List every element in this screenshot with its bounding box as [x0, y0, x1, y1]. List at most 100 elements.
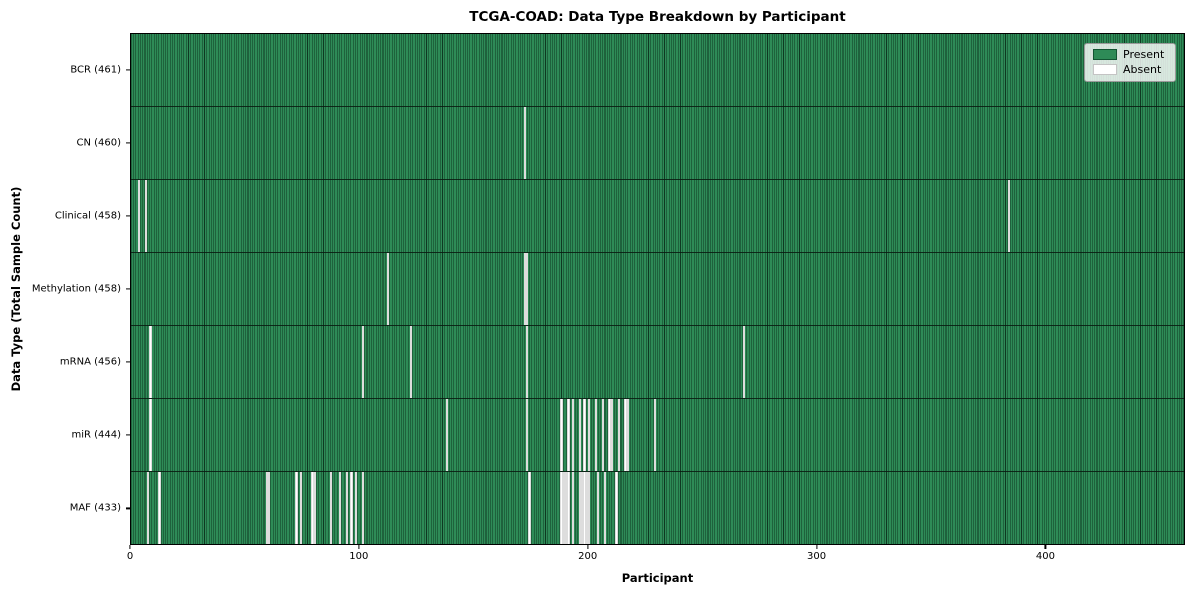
- absent-stripe: [610, 399, 613, 471]
- y-tick-mark: [126, 68, 130, 71]
- y-tick-label: BCR (461): [70, 64, 121, 76]
- x-tick-label: 200: [578, 551, 598, 562]
- absent-stripe: [571, 399, 575, 471]
- absent-stripe: [596, 472, 600, 544]
- absent-stripe: [526, 326, 529, 398]
- absent-stripe: [345, 472, 348, 544]
- chart-row-mir: [131, 399, 1184, 472]
- chart-row-cn: [131, 107, 1184, 180]
- legend-label-present: Present: [1123, 48, 1165, 61]
- x-axis-ticks: 0 100 200 300 400: [126, 545, 1185, 567]
- absent-stripe: [571, 472, 575, 544]
- y-tick-mark: [126, 361, 130, 363]
- absent-stripe: [329, 472, 332, 544]
- absent-stripe: [626, 399, 629, 471]
- absent-stripe: [313, 472, 316, 544]
- absent-stripe: [615, 472, 618, 544]
- absent-stripe: [562, 472, 565, 544]
- y-tick-mark: [126, 434, 130, 436]
- chart-row-clinical: [131, 180, 1184, 253]
- y-tick-label: miR (444): [71, 429, 121, 441]
- absent-stripe: [560, 472, 563, 544]
- x-tick-mark: [358, 545, 360, 549]
- y-tick-mark: [126, 142, 130, 144]
- absent-stripe: [295, 472, 298, 544]
- legend-label-absent: Absent: [1123, 63, 1162, 76]
- absent-stripe: [523, 253, 527, 325]
- absent-stripe: [338, 472, 342, 544]
- absent-stripe: [608, 399, 611, 471]
- x-tick-mark: [1044, 545, 1046, 549]
- absent-stripe: [144, 180, 147, 252]
- absent-stripe: [560, 399, 563, 471]
- chart-row-methylation: [131, 253, 1184, 326]
- x-tick-label: 100: [349, 551, 369, 562]
- absent-stripe: [350, 472, 353, 544]
- absent-stripe: [580, 472, 584, 544]
- y-tick-label: MAF (433): [69, 502, 121, 514]
- absent-stripe: [526, 399, 529, 471]
- x-tick-mark: [129, 545, 131, 549]
- x-tick-label: 0: [126, 551, 134, 562]
- absent-stripe: [617, 399, 620, 471]
- absent-stripe: [528, 472, 531, 544]
- y-tick-mark: [126, 215, 130, 217]
- absent-stripe: [585, 472, 588, 544]
- absent-stripe: [587, 472, 591, 544]
- x-axis-title: Participant: [621, 571, 694, 585]
- absent-stripe: [526, 253, 529, 325]
- absent-stripe: [567, 399, 570, 471]
- absent-stripe: [361, 472, 364, 544]
- absent-stripe: [268, 472, 271, 544]
- x-tick-label: 400: [1035, 551, 1055, 562]
- legend-item-absent: Absent: [1093, 64, 1167, 75]
- absent-stripe: [149, 399, 152, 471]
- absent-stripe: [567, 472, 570, 544]
- absent-stripe: [654, 399, 657, 471]
- absent-stripe: [146, 472, 150, 544]
- y-tick-label: Clinical (458): [54, 210, 121, 222]
- chart-row-mrna: [131, 326, 1184, 399]
- absent-stripe: [409, 326, 412, 398]
- absent-stripe: [386, 253, 390, 325]
- y-tick-label: mRNA (456): [59, 356, 121, 368]
- x-tick-label: 300: [807, 551, 827, 562]
- x-tick-mark: [815, 545, 818, 549]
- chart-title: TCGA-COAD: Data Type Breakdown by Partic…: [469, 9, 846, 25]
- chart-row-maf: [131, 472, 1184, 544]
- absent-stripe: [583, 472, 586, 544]
- absent-stripe: [354, 472, 358, 544]
- absent-swatch-icon: [1093, 64, 1117, 75]
- y-tick-mark: [126, 507, 130, 510]
- legend-item-present: Present: [1093, 49, 1167, 60]
- absent-stripe: [523, 107, 527, 179]
- y-tick-label: Methylation (458): [31, 283, 121, 295]
- absent-stripe: [583, 399, 586, 471]
- absent-stripe: [158, 472, 161, 544]
- absent-stripe: [311, 472, 314, 544]
- x-tick-mark: [587, 545, 589, 549]
- absent-stripe: [137, 180, 141, 252]
- absent-stripe: [603, 472, 607, 544]
- absent-stripe: [594, 399, 597, 471]
- absent-stripe: [1008, 180, 1011, 252]
- absent-stripe: [149, 326, 152, 398]
- absent-stripe: [446, 399, 449, 471]
- absent-stripe: [743, 326, 746, 398]
- y-tick-label: CN (460): [76, 137, 121, 149]
- y-axis-labels: BCR (461) CN (460) Clinical (458) Methylati…: [0, 33, 130, 545]
- absent-stripe: [361, 326, 364, 398]
- absent-stripe: [564, 472, 568, 544]
- y-tick-mark: [126, 288, 130, 290]
- absent-stripe: [587, 399, 591, 471]
- absent-stripe: [624, 399, 627, 471]
- plot-area: [130, 33, 1185, 545]
- absent-stripe: [601, 399, 604, 471]
- absent-stripe: [300, 472, 303, 544]
- chart-row-bcr: [131, 34, 1184, 107]
- present-swatch-icon: [1093, 49, 1117, 60]
- absent-stripe: [578, 472, 581, 544]
- absent-stripe: [265, 472, 269, 544]
- absent-stripe: [578, 399, 581, 471]
